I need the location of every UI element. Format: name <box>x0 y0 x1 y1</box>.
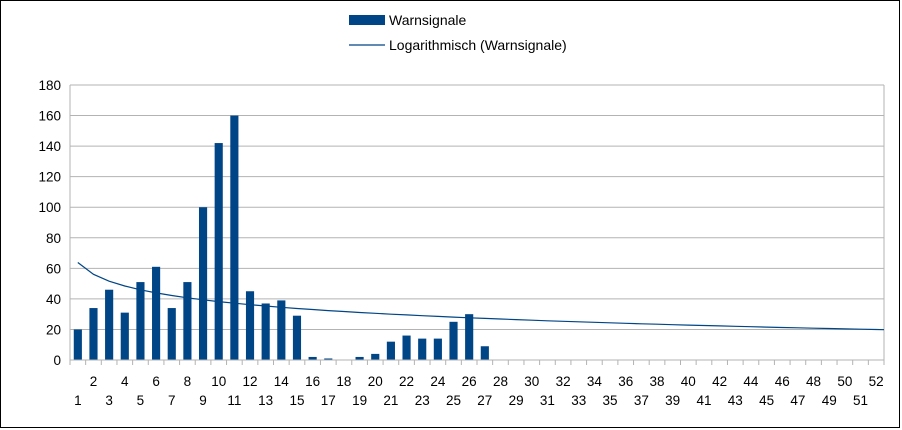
x-tick-label: 22 <box>399 374 414 389</box>
y-tick-label: 0 <box>53 353 61 368</box>
bar <box>214 143 223 360</box>
x-tick-label: 38 <box>650 374 665 389</box>
bar <box>433 338 442 360</box>
y-tick-label: 20 <box>46 322 61 337</box>
x-tick-label: 16 <box>305 374 320 389</box>
bar <box>120 312 129 360</box>
x-tick-label: 33 <box>571 393 586 408</box>
x-tick-label: 18 <box>336 374 351 389</box>
x-tick-label: 32 <box>556 374 571 389</box>
legend-label-trendline: Logarithmisch (Warnsignale) <box>389 37 567 53</box>
bar <box>402 335 411 360</box>
x-tick-label: 51 <box>853 393 868 408</box>
x-tick-label: 26 <box>462 374 477 389</box>
x-tick-label: 4 <box>121 374 129 389</box>
x-tick-label: 3 <box>105 393 113 408</box>
x-tick-label: 44 <box>743 374 759 389</box>
x-tick-label: 27 <box>477 393 492 408</box>
x-tick-label: 17 <box>321 393 336 408</box>
x-tick-label: 9 <box>199 393 207 408</box>
x-tick-label: 23 <box>415 393 430 408</box>
bar <box>183 282 192 360</box>
x-tick-label: 43 <box>728 393 743 408</box>
y-tick-label: 60 <box>46 261 61 276</box>
y-tick-label: 40 <box>46 292 61 307</box>
bar <box>371 353 380 360</box>
x-tick-label: 7 <box>168 393 176 408</box>
x-tick-label: 34 <box>587 374 603 389</box>
bar <box>418 338 427 360</box>
x-tick-label: 46 <box>775 374 790 389</box>
x-tick-label: 2 <box>90 374 98 389</box>
bar <box>167 308 176 360</box>
y-tick-label: 120 <box>38 170 61 185</box>
x-tick-label: 1 <box>74 393 82 408</box>
bar <box>261 303 270 360</box>
bar <box>292 315 302 360</box>
trendline <box>77 262 885 331</box>
legend-swatch-bars <box>349 15 385 25</box>
x-tick-label: 25 <box>446 393 461 408</box>
y-tick-label: 140 <box>38 139 61 154</box>
x-tick-label: 29 <box>509 393 524 408</box>
x-tick-label: 11 <box>227 393 241 408</box>
x-tick-label: 28 <box>493 374 508 389</box>
x-tick-label: 21 <box>383 393 398 408</box>
x-tick-label: 20 <box>368 374 383 389</box>
x-tick-label: 5 <box>137 393 145 408</box>
bar <box>89 308 98 360</box>
y-tick-label: 80 <box>46 231 61 246</box>
bar <box>465 314 474 360</box>
bar <box>198 207 208 360</box>
bar <box>245 291 255 360</box>
x-tick-label: 52 <box>869 374 884 389</box>
bar <box>386 341 395 360</box>
bar <box>152 266 161 360</box>
y-tick-label: 160 <box>38 109 61 124</box>
bar <box>136 282 145 360</box>
y-tick-label: 180 <box>38 78 61 93</box>
x-tick-label: 8 <box>184 374 192 389</box>
plot-area: 0204060801001201401601801234567891011121… <box>38 78 885 408</box>
x-tick-label: 10 <box>211 374 226 389</box>
bar <box>73 329 82 360</box>
x-tick-label: 49 <box>822 393 837 408</box>
x-tick-label: 19 <box>352 393 367 408</box>
x-tick-label: 30 <box>524 374 539 389</box>
x-tick-label: 39 <box>665 393 680 408</box>
x-tick-label: 35 <box>603 393 618 408</box>
x-tick-label: 24 <box>430 374 446 389</box>
bar <box>308 356 317 360</box>
bar <box>355 356 364 360</box>
x-tick-label: 40 <box>681 374 696 389</box>
bar <box>230 115 239 360</box>
x-tick-label: 45 <box>759 393 774 408</box>
x-tick-label: 42 <box>712 374 727 389</box>
y-tick-label: 100 <box>38 200 61 215</box>
x-tick-label: 48 <box>806 374 821 389</box>
bar <box>480 346 489 360</box>
x-tick-label: 31 <box>540 393 555 408</box>
bar <box>324 358 333 360</box>
x-tick-label: 36 <box>618 374 633 389</box>
bar <box>105 289 114 360</box>
x-tick-label: 14 <box>274 374 290 389</box>
bar <box>277 300 286 360</box>
x-tick-label: 47 <box>790 393 805 408</box>
x-tick-label: 15 <box>289 393 304 408</box>
x-tick-label: 37 <box>634 393 649 408</box>
legend-label-bars: Warnsignale <box>389 12 467 28</box>
x-tick-label: 41 <box>696 393 711 408</box>
x-tick-label: 50 <box>837 374 852 389</box>
x-tick-label: 12 <box>243 374 258 389</box>
bar <box>449 321 458 360</box>
legend: Warnsignale Logarithmisch (Warnsignale) <box>349 12 567 53</box>
x-tick-label: 6 <box>152 374 160 389</box>
x-tick-label: 13 <box>258 393 273 408</box>
